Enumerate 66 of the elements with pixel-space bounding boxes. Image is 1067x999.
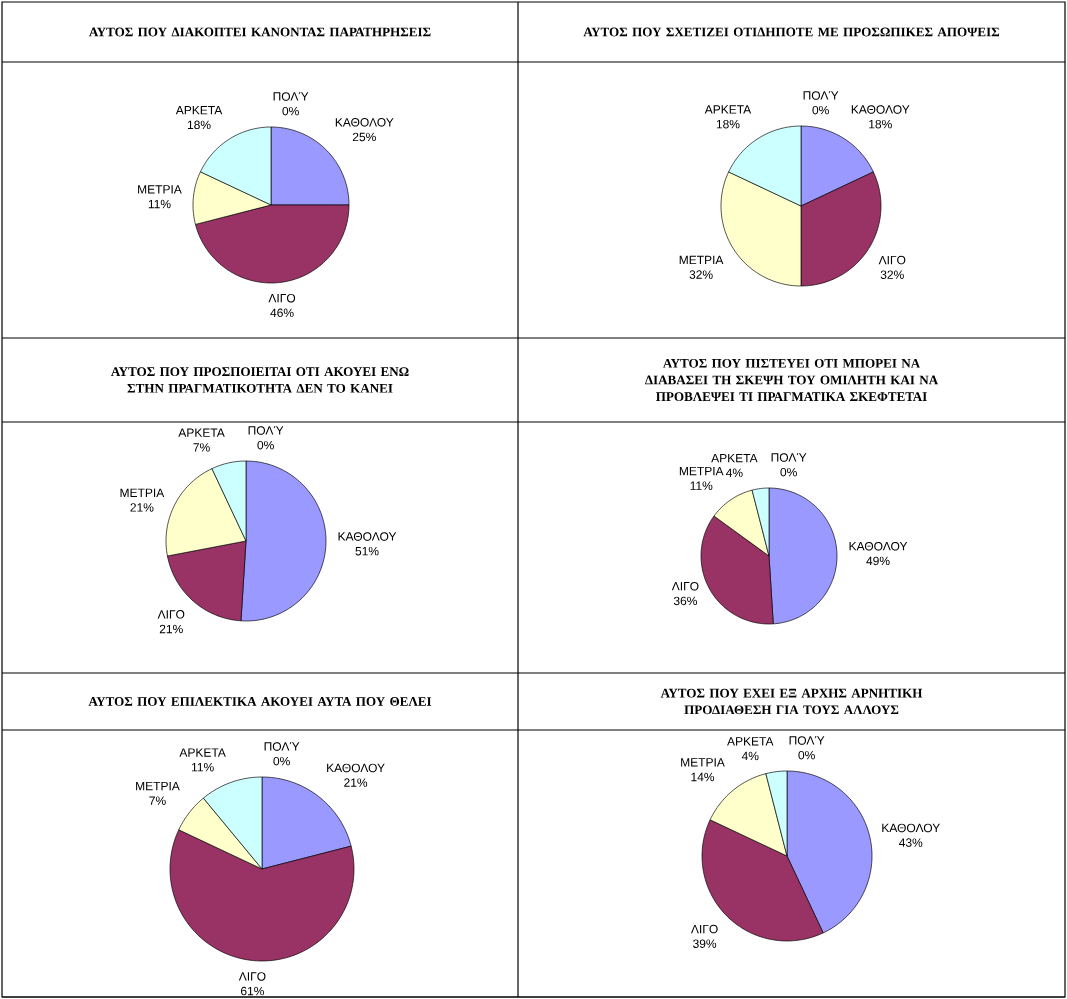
chart-title: ΑΥΤΟΣ ΠΟΥ ΠΡΟΣΠΟΙΕΙΤΑΙ ΟΤΙ ΑΚΟΥΕΙ ΕΝΩ ΣΤΗΝ ΠΡΑΓΜΑΤΙΚΟΤΗΤΑ ΔΕΝ ΤΟ ΚΑΝΕΙ: [110, 367, 409, 393]
slice-label: ΛΙΓΟ: [878, 255, 906, 265]
slice-label: ΛΙΓΟ: [157, 610, 185, 619]
data-label: 21%: [344, 778, 368, 787]
slice-label: ΚΑΘΟΛΟΥ: [851, 105, 910, 114]
slice-label: ΚΑΘΟΛΟΥ: [882, 823, 940, 833]
text: 0%: [257, 440, 274, 450]
text: 0%: [812, 105, 829, 115]
slice-label: ΛΙΓΟ: [691, 924, 718, 934]
data-label: 25%: [352, 132, 376, 142]
slice-label: ΜΕΤΡΙΑ: [120, 488, 165, 497]
category-label: ΠΟΛΎ: [789, 736, 825, 745]
data-label: 11%: [148, 199, 171, 209]
slice-label: ΚΑΘΟΛΟΥ: [849, 541, 908, 551]
category-label: ΠΟΛΎ: [803, 91, 839, 100]
chart-title: ΑΥΤΟΣ ΠΟΥ ΕΧΕΙ ΕΞ ΑΡΧΗΣ ΑΡΝΗΤΙΚΗ ΠΡΟΔΙΑΘΕΣΗ ΓΙΑ ΤΟΥΣ ΑΛΛΟΥΣ: [660, 688, 923, 715]
data-label: 51%: [355, 546, 379, 556]
data-label: 39%: [693, 939, 717, 948]
data-label: 32%: [689, 270, 713, 279]
slice-label: ΑΡΚΕΤΑ: [704, 105, 752, 114]
data-label: 46%: [270, 308, 294, 318]
data-label: 21%: [130, 503, 154, 512]
slice-label: ΜΕΤΡΙΑ: [136, 781, 180, 791]
slice-label: ΑΡΚΕΤΑ: [178, 428, 225, 437]
data-label: 43%: [899, 838, 923, 847]
data-label: 18%: [869, 119, 892, 129]
text: 0%: [798, 750, 815, 760]
slice-label: ΜΕΤΡΙΑ: [681, 758, 725, 767]
chart-title: ΑΥΤΟΣ ΠΟΥ ΔΙΑΚΟΠΤΕΙ ΚΑΝΟΝΤΑΣ ΠΑΡΑΤΗΡΗΣΕΙΣ: [89, 27, 431, 37]
slice-label: ΛΙΓΟ: [671, 581, 699, 591]
slice-label: ΚΑΘΟΛΟΥ: [335, 118, 394, 127]
data-label: 32%: [880, 270, 904, 279]
data-label: 49%: [866, 556, 890, 566]
slice-label: ΜΕΤΡΙΑ: [679, 255, 724, 265]
text: 0%: [273, 756, 290, 766]
slice-label: ΚΑΘΟΛΟΥ: [327, 763, 385, 773]
slice-label: ΚΑΘΟΛΟΥ: [338, 532, 397, 541]
slice-label: ΑΡΚΕΤΑ: [727, 737, 774, 746]
data-label: 4%: [726, 468, 743, 478]
slice-label: ΜΕΤΡΙΑ: [679, 466, 724, 476]
chart-title: ΑΥΤΟΣ ΠΟΥ ΠΙΣΤΕΥΕΙ ΟΤΙ ΜΠΟΡΕΙ ΝΑ ΔΙΑΒΑΣΕΙ ΤΗ ΣΚΕΨΗ ΤΟΥ ΟΜΙΛΗΤΗ ΚΑΙ ΝΑ ΠΡΟΒΛΕΨΕΙ ΤΙ ΠΡΑΓΜΑΤΙΚΑ ΣΚΕΦΤΕΤΑΙ: [645, 358, 939, 402]
data-label: 36%: [673, 596, 697, 606]
data-label: 18%: [716, 119, 740, 129]
slice-label: ΛΙΓΟ: [268, 293, 296, 303]
data-label: 14%: [691, 772, 715, 782]
data-label: 7%: [193, 443, 210, 452]
data-label: 61%: [241, 986, 264, 996]
category-label: ΠΟΛΎ: [771, 453, 807, 462]
data-label: 7%: [149, 796, 166, 805]
data-label: 21%: [159, 624, 183, 634]
text: 0%: [780, 467, 797, 477]
data-label: 11%: [690, 481, 713, 490]
data-label: 11%: [191, 763, 214, 772]
chart-title: ΑΥΤΟΣ ΠΟΥ ΕΠΙΛΕΚΤΙΚΑ ΑΚΟΥΕΙ ΑΥΤΑ ΠΟΥ ΘΕΛΕΙ: [88, 697, 432, 706]
slice-label: ΑΡΚΕΤΑ: [179, 748, 226, 757]
data-label: 18%: [187, 120, 211, 130]
slice-label: ΛΙΓΟ: [238, 972, 266, 981]
slice-label: ΑΡΚΕΤΑ: [175, 106, 223, 115]
chart-title: ΑΥΤΟΣ ΠΟΥ ΣΧΕΤΙΖΕΙ ΟΤΙΔΗΠΟΤΕ ΜΕ ΠΡΟΣΩΠΙΚΕΣ ΑΠΟΨΕΙΣ: [583, 27, 1000, 37]
slice-label: ΑΡΚΕΤΑ: [711, 454, 758, 463]
category-label: ΠΟΛΎ: [248, 426, 284, 435]
data-label: 4%: [741, 751, 759, 761]
text: 0%: [282, 106, 299, 116]
category-label: ΠΟΛΎ: [264, 742, 300, 751]
slice-label: ΜΕΤΡΙΑ: [138, 185, 182, 194]
category-label: ΠΟΛΎ: [273, 92, 309, 101]
